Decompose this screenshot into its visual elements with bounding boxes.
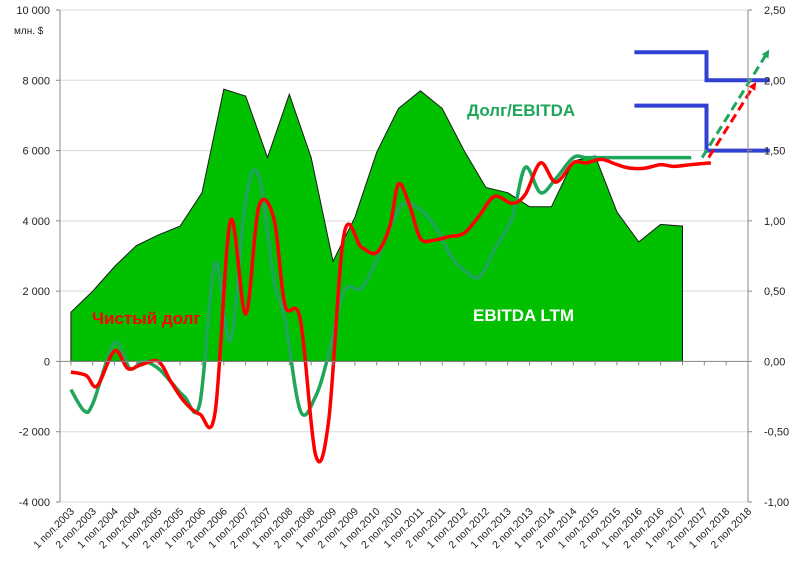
right-tick-label: 0,00 (764, 356, 785, 368)
right-tick-label: -0,50 (764, 427, 789, 439)
net-debt-label: Чистый долг (92, 309, 201, 328)
right-tick-label: 1,00 (764, 216, 785, 228)
covenant-layer (634, 50, 770, 153)
left-tick-label: 8 000 (22, 75, 50, 87)
net-debt-line (70, 157, 712, 464)
debt-ebitda-label: Долг/EBITDA (467, 101, 575, 120)
covenant-line-upper (634, 50, 770, 83)
right-tick-label: -1,00 (764, 497, 789, 509)
right-tick-label: 1,50 (764, 146, 785, 158)
left-tick-label: 10 000 (16, 5, 50, 17)
left-axis-unit-label: млн. $ (14, 26, 44, 37)
left-tick-label: 0 (44, 356, 50, 368)
left-tick-label: -4 000 (19, 497, 50, 509)
debt-ebitda-forecast-arrow (700, 49, 770, 159)
left-tick-label: 4 000 (22, 216, 50, 228)
covenant-line-lower (634, 103, 770, 153)
left-tick-label: 2 000 (22, 286, 50, 298)
net-debt-forecast-arrow (707, 81, 757, 159)
right-tick-label: 2,00 (764, 75, 785, 87)
right-tick-label: 2,50 (764, 5, 785, 17)
right-tick-label: 0,50 (764, 286, 785, 298)
left-tick-label: -2 000 (19, 427, 50, 439)
line-layer (69, 49, 770, 464)
left-tick-label: 6 000 (22, 146, 50, 158)
ebitda-ltm-label: EBITDA LTM (473, 306, 574, 325)
